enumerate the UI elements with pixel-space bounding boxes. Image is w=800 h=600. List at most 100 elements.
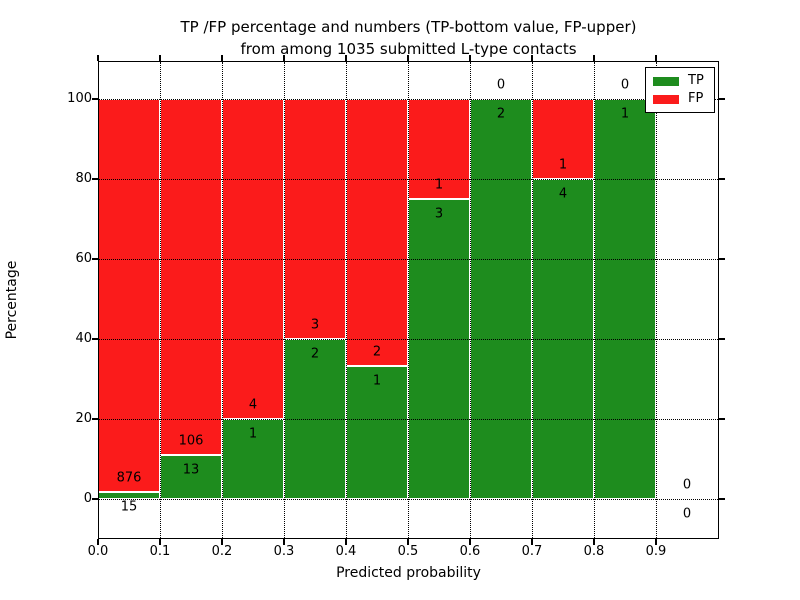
tp-bar-segment [222,419,284,499]
y-axis-label: Percentage [4,260,20,340]
tp-count-label: 4 [558,186,568,202]
x-tick-top [531,55,533,61]
x-tick-top [593,55,595,61]
x-gridline [284,62,285,538]
y-tick [92,178,98,180]
fp-bar-segment [98,99,160,493]
x-tick-top [97,55,99,61]
x-tick [655,539,657,545]
tp-count-label: 2 [310,346,320,362]
tp-count-label: 1 [248,426,258,442]
x-tick [407,539,409,545]
tp-count-label: 3 [434,206,444,222]
tp-count-label: 13 [182,462,200,478]
x-gridline [594,62,595,538]
y-tick-label: 80 [75,171,92,186]
x-tick-top [345,55,347,61]
chart-title-line-2: from among 1035 submitted L-type contact… [240,40,577,58]
fp-count-label: 3 [310,317,320,333]
fp-count-label: 0 [682,477,692,493]
fp-legend-swatch-icon [653,94,679,104]
tp-bar-segment [470,99,532,499]
tp-count-label: 1 [620,106,630,122]
fp-count-label: 106 [178,433,204,449]
y-tick [92,498,98,500]
x-tick [593,539,595,545]
y-tick [92,338,98,340]
x-tick-label: 0.2 [211,544,233,559]
x-tick [221,539,223,545]
x-gridline [408,62,409,538]
x-tick-top [221,55,223,61]
x-tick [97,539,99,545]
x-tick-label: 0.3 [273,544,295,559]
y-tick-label: 60 [75,251,92,266]
y-tick [92,258,98,260]
x-tick [531,539,533,545]
fp-count-label: 876 [116,470,142,486]
x-gridline [222,62,223,538]
tp-bar-segment [408,199,470,499]
x-tick-label: 0.0 [87,544,109,559]
x-gridline [532,62,533,538]
y-tick-right [719,338,725,340]
tp-legend-swatch-icon [653,76,679,86]
tp-count-label: 15 [120,499,138,515]
y-tick-right [719,418,725,420]
legend: TP FP [645,67,715,113]
x-gridline [346,62,347,538]
x-tick-label: 0.5 [397,544,419,559]
x-tick-label: 0.7 [521,544,543,559]
y-tick-right [719,258,725,260]
x-axis-label: Predicted probability [336,565,481,581]
legend-label-tp: TP [688,73,704,88]
x-tick-top [159,55,161,61]
fp-count-label: 0 [496,77,506,93]
fp-count-label: 2 [372,344,382,360]
tp-count-label: 0 [682,506,692,522]
fp-bar-segment [346,99,408,366]
fp-count-label: 1 [558,157,568,173]
chart-title-line-1: TP /FP percentage and numbers (TP-bottom… [180,18,637,36]
x-gridline [656,62,657,538]
tp-bar-segment [160,455,222,499]
fp-count-label: 0 [620,77,630,93]
y-tick-label: 40 [75,331,92,346]
fp-bar-segment [160,99,222,456]
legend-label-fp: FP [688,91,704,106]
tp-bar-segment [98,492,160,499]
x-tick [469,539,471,545]
x-tick-label: 0.1 [149,544,171,559]
y-tick-right [719,98,725,100]
x-gridline [470,62,471,538]
x-tick [345,539,347,545]
fp-bar-segment [408,99,470,199]
fp-count-label: 1 [434,177,444,193]
x-tick-top [655,55,657,61]
x-tick-top [407,55,409,61]
x-tick-label: 0.6 [459,544,481,559]
x-gridline [160,62,161,538]
legend-entry-fp: FP [653,92,707,106]
y-tick-label: 100 [67,91,92,106]
x-tick-label: 0.4 [335,544,357,559]
fp-bar-segment [284,99,346,339]
tp-count-label: 1 [372,373,382,389]
y-tick [92,98,98,100]
x-tick-top [469,55,471,61]
x-tick-label: 0.8 [583,544,605,559]
x-tick-label: 0.9 [645,544,667,559]
y-tick [92,418,98,420]
y-tick-label: 20 [75,411,92,426]
fp-count-label: 4 [248,397,258,413]
y-tick-right [719,178,725,180]
y-tick-label: 0 [83,491,92,506]
tp-bar-segment [594,99,656,499]
y-tick-right [719,498,725,500]
x-tick-top [283,55,285,61]
legend-entry-tp: TP [653,74,707,88]
fp-bar-segment [532,99,594,179]
x-tick [159,539,161,545]
x-tick [283,539,285,545]
